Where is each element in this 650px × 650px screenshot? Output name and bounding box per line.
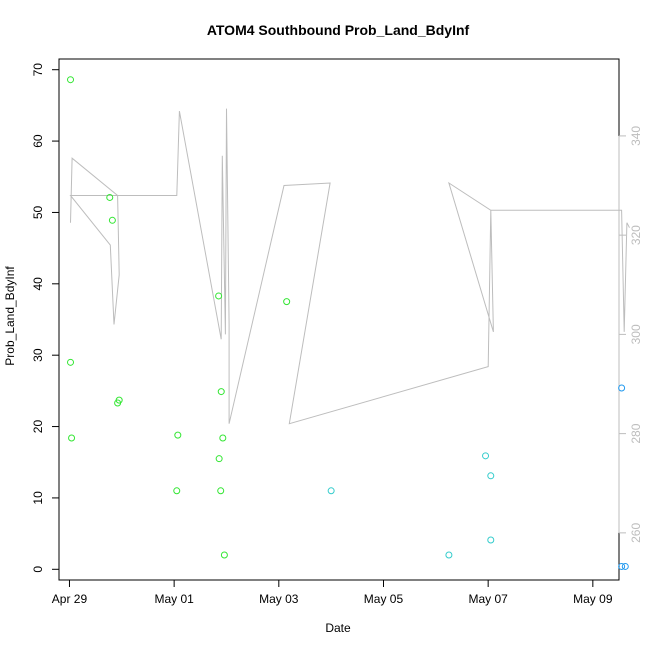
line-series xyxy=(69,108,630,425)
data-point xyxy=(174,431,182,439)
line-series-path xyxy=(69,108,630,425)
plot-frame xyxy=(58,58,620,581)
x-axis: Apr 29 May 01 May 03 May 05 May 07 May 09 xyxy=(52,579,613,606)
y-tick-label: 30 xyxy=(31,348,45,362)
data-point xyxy=(68,434,76,442)
y-tick-label: 20 xyxy=(31,420,45,434)
right-y-tick-label: 340 xyxy=(629,126,643,146)
data-point xyxy=(108,216,116,224)
y-tick-label: 40 xyxy=(31,277,45,291)
point-series xyxy=(67,76,629,570)
data-point xyxy=(215,292,223,300)
data-point xyxy=(219,434,227,442)
right-y-tick-label: 300 xyxy=(629,324,643,344)
x-tick-label: May 09 xyxy=(573,592,613,606)
data-point xyxy=(217,487,225,495)
x-tick-label: May 03 xyxy=(259,592,299,606)
y-tick-label: 10 xyxy=(31,491,45,505)
data-point xyxy=(487,472,495,480)
right-y-axis: 260 280 300 320 340 xyxy=(618,126,643,543)
x-tick-label: May 07 xyxy=(468,592,508,606)
x-axis-label: Date xyxy=(325,621,351,635)
x-tick-label: May 01 xyxy=(154,592,194,606)
y-tick-label: 50 xyxy=(31,205,45,219)
chart-title: ATOM4 Southbound Prob_Land_BdyInf xyxy=(207,22,470,38)
data-point xyxy=(487,536,495,544)
x-tick-label: May 05 xyxy=(364,592,404,606)
data-point xyxy=(173,487,181,495)
y-axis: 0 10 20 30 40 50 60 70 xyxy=(31,63,60,573)
data-point xyxy=(115,396,123,404)
plot-border xyxy=(58,58,620,581)
y-tick-label: 60 xyxy=(31,134,45,148)
data-point xyxy=(215,455,223,463)
data-point xyxy=(67,358,75,366)
y-tick-label: 0 xyxy=(31,566,45,573)
right-y-tick-label: 320 xyxy=(629,225,643,245)
data-point xyxy=(618,384,626,392)
right-y-tick-label: 280 xyxy=(629,423,643,443)
data-point xyxy=(67,76,75,84)
data-point xyxy=(445,551,453,559)
data-point xyxy=(482,452,490,460)
y-tick-label: 70 xyxy=(31,63,45,77)
data-point xyxy=(106,193,114,201)
right-y-tick-label: 260 xyxy=(629,523,643,543)
x-tick-label: Apr 29 xyxy=(52,592,88,606)
data-point xyxy=(283,298,291,306)
data-point xyxy=(618,562,626,570)
data-point xyxy=(327,487,335,495)
data-point xyxy=(220,551,228,559)
data-point xyxy=(621,562,629,570)
data-point xyxy=(217,388,225,396)
y-axis-label: Prob_Land_BdyInf xyxy=(3,266,17,366)
